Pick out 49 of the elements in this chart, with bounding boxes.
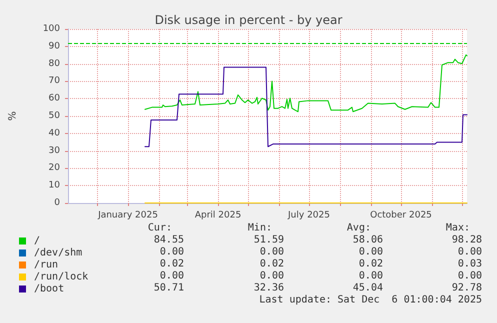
legend-label: /run: [34, 260, 58, 270]
text: 0.03: [458, 258, 482, 270]
text: Last update: Sat Dec 6 01:00:04 2025: [259, 294, 482, 306]
text: 0.02: [160, 258, 184, 270]
text: Min:: [248, 222, 272, 234]
line-series: [144, 66, 468, 148]
y-tick-label: 60: [48, 94, 60, 104]
y-tick-label: 100: [42, 24, 60, 34]
text: 0.00: [358, 246, 383, 258]
text: Max:: [446, 222, 470, 234]
text: 51.59: [254, 234, 284, 246]
x-tick-label: April 2025: [194, 210, 242, 220]
text: 0.00: [260, 270, 284, 282]
line-series: [144, 54, 468, 112]
text: 98.28: [452, 234, 482, 246]
y-tick-label: 50: [48, 111, 60, 121]
text: 58.06: [352, 234, 383, 246]
y-axis-title: %: [8, 111, 18, 121]
text: 0.00: [458, 246, 482, 258]
text: 0.02: [260, 258, 284, 270]
text: 92.78: [452, 282, 482, 294]
text: 0.00: [160, 270, 184, 282]
x-tick-label: July 2025: [287, 210, 330, 220]
legend-label: /run/lock: [34, 272, 88, 282]
text: 50.71: [154, 282, 184, 294]
chart-title: Disk usage in percent - by year: [154, 13, 342, 27]
y-tick-label: 20: [48, 163, 60, 174]
legend-label: /dev/shm: [34, 248, 82, 258]
text: Avg:: [346, 222, 371, 234]
text: 0.00: [458, 270, 482, 282]
text: Cur:: [148, 222, 172, 234]
y-tick-label: 0: [54, 198, 60, 208]
text: 0.00: [358, 270, 383, 282]
y-tick-label: 80: [48, 58, 60, 69]
x-tick-label: October 2025: [370, 210, 432, 220]
text: 45.04: [352, 282, 383, 294]
text: 0.02: [358, 258, 383, 270]
y-tick-label: 40: [48, 128, 60, 138]
text: 32.36: [254, 282, 284, 294]
text: 84.55: [154, 234, 184, 246]
y-tick-label: 30: [48, 146, 60, 156]
y-tick-label: 70: [48, 76, 60, 86]
legend-label: /boot: [34, 284, 64, 294]
legend-label: /: [34, 236, 40, 246]
x-tick-label: January 2025: [97, 210, 158, 220]
y-tick-label: 10: [48, 180, 60, 191]
text: 0.00: [160, 246, 184, 258]
text: 0.00: [260, 246, 284, 258]
y-tick-label: 90: [48, 41, 60, 52]
